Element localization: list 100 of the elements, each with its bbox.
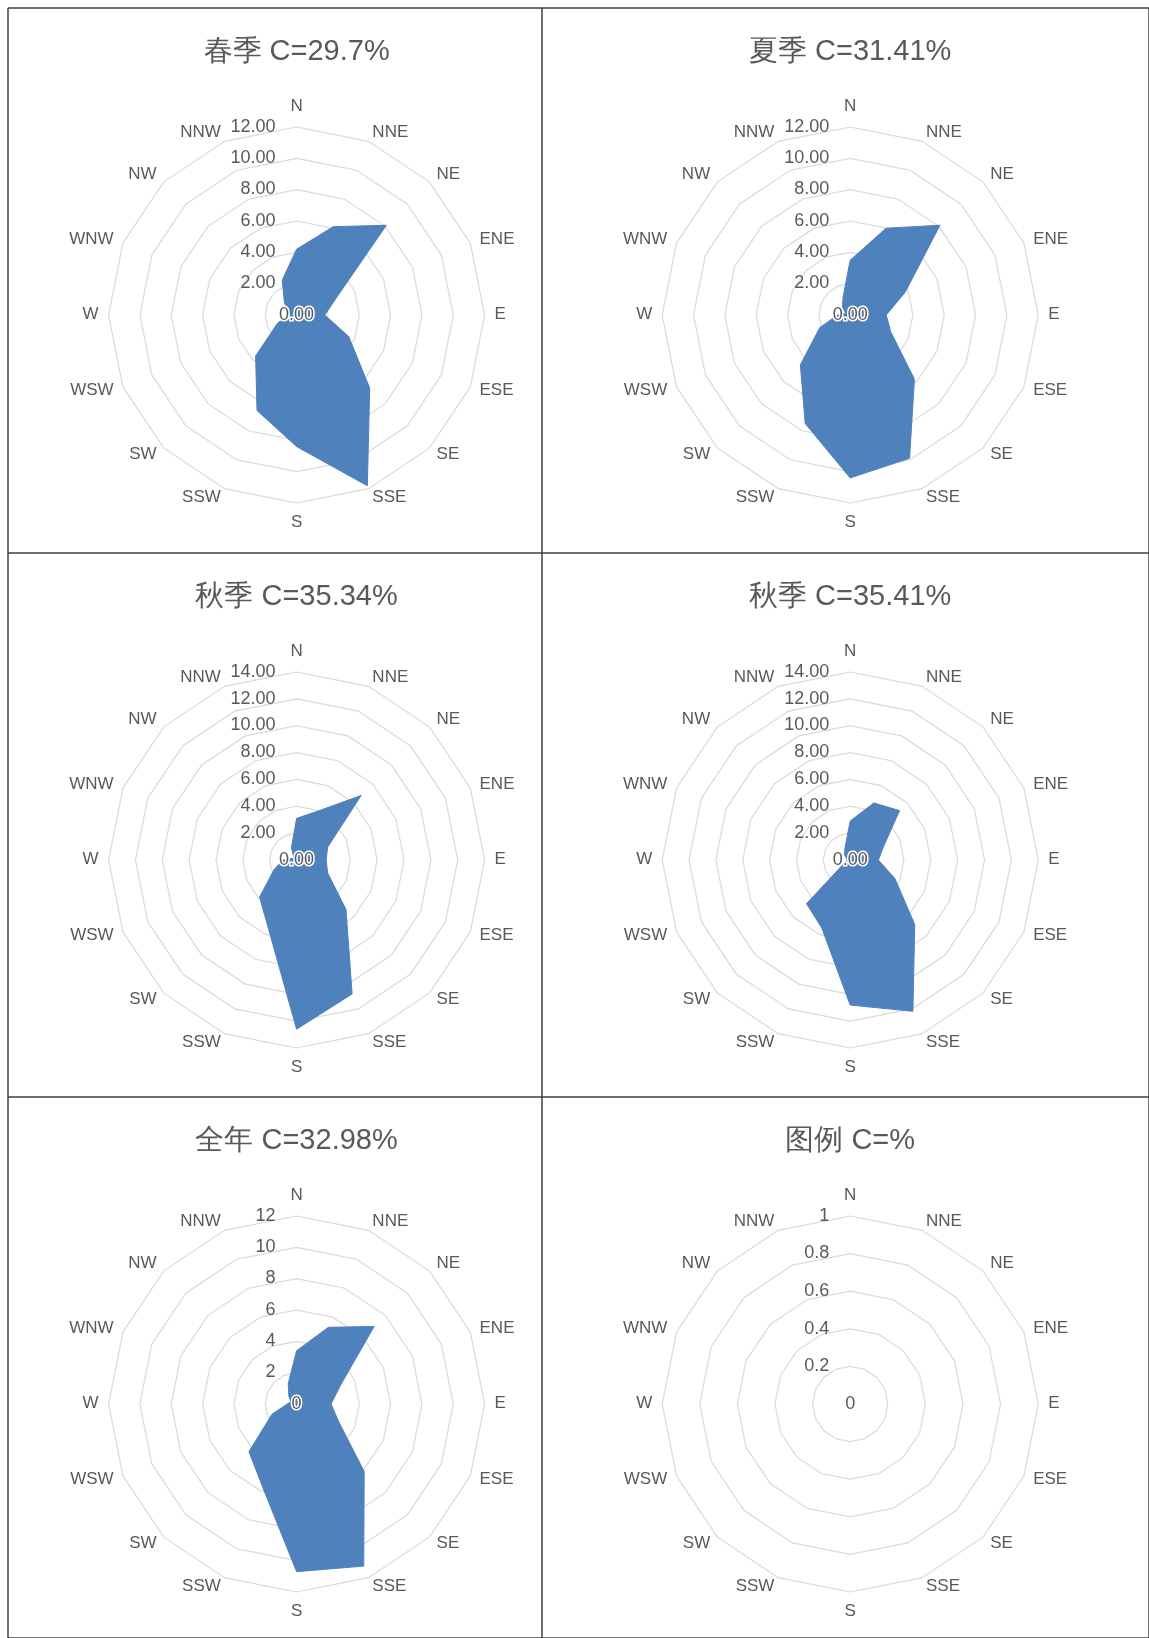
spoke-label: ENE (1033, 773, 1069, 793)
spoke-label: E (494, 304, 506, 324)
chart-title: 秋季 C=35.34% (195, 578, 398, 611)
spoke-label: SE (990, 444, 1013, 464)
spoke-label: NNW (733, 121, 775, 141)
spoke-label: N (844, 641, 857, 661)
spoke-label: W (82, 849, 99, 869)
chart-title: 夏季 C=31.41% (749, 33, 952, 66)
spoke-label: NNW (733, 1210, 775, 1230)
spoke-label: SW (129, 989, 157, 1009)
y-tick-label: 8.00 (794, 178, 830, 199)
spoke-label: S (844, 1601, 856, 1621)
spoke-label: WSW (70, 1469, 114, 1489)
spoke-label: W (636, 304, 653, 324)
spoke-label: WNW (622, 228, 668, 248)
spoke-label: NNW (733, 666, 775, 686)
spoke-label: WNW (69, 1317, 114, 1337)
y-tick-label: 12.00 (784, 687, 830, 708)
spoke-label: N (844, 1185, 857, 1205)
spoke-label: SSE (372, 487, 407, 507)
y-tick-label: 12 (255, 1204, 276, 1225)
spoke-label: NE (436, 709, 461, 729)
spoke-label: NNE (925, 1210, 962, 1230)
spoke-label: SE (990, 989, 1013, 1009)
y-tick-label: 8.00 (240, 741, 276, 762)
spoke-label: ENE (479, 773, 515, 793)
spoke-label: SSW (182, 487, 221, 507)
spoke-label: E (1048, 304, 1060, 324)
y-tick-label: 1 (819, 1204, 830, 1225)
spoke-label: W (636, 849, 653, 869)
y-tick-label: 4.00 (794, 241, 830, 262)
spoke-label: WNW (69, 228, 114, 248)
spoke-label: E (1048, 1393, 1060, 1413)
spoke-label: W (636, 1393, 653, 1413)
spoke-label: ESE (479, 1469, 514, 1489)
spoke-label: S (290, 512, 303, 532)
y-tick-label: 0.4 (804, 1317, 830, 1338)
y-tick-label: 10.00 (784, 147, 830, 168)
spoke-label: NW (128, 1253, 157, 1273)
spoke-label: SSW (735, 1032, 775, 1052)
spoke-label: NW (128, 164, 157, 184)
chart-title: 图例 C=% (785, 1122, 916, 1155)
spoke-label: N (290, 96, 303, 116)
spoke-label: WSW (70, 925, 114, 945)
spoke-label: SSW (735, 1576, 775, 1596)
y-tick-label: 6.00 (794, 768, 830, 789)
spoke-label: NW (681, 1253, 711, 1273)
spoke-label: ENE (479, 1317, 515, 1337)
y-tick-label: 0 (291, 1392, 302, 1413)
spoke-label: NNW (180, 121, 221, 141)
y-tick-label: 2.00 (794, 272, 830, 293)
spoke-label: SW (682, 1533, 711, 1553)
spoke-label: NNE (372, 1210, 409, 1230)
spoke-label: NW (681, 709, 711, 729)
spoke-label: SW (129, 1533, 157, 1553)
spoke-label: WNW (622, 773, 668, 793)
y-tick-label: 6.00 (794, 209, 830, 230)
spoke-label: NNE (372, 666, 409, 686)
y-tick-label: 6.00 (240, 209, 276, 230)
spoke-label: WSW (623, 1469, 668, 1489)
spoke-label: SSE (925, 1032, 960, 1052)
y-tick-label: 14.00 (230, 660, 276, 681)
spoke-label: S (290, 1601, 303, 1621)
spoke-label: SW (129, 444, 157, 464)
spoke-label: SSE (925, 1576, 960, 1596)
y-tick-label: 0 (845, 1392, 856, 1413)
spoke-label: E (1048, 849, 1060, 869)
spoke-label: W (82, 1393, 99, 1413)
spoke-label: S (290, 1057, 303, 1077)
spoke-label: SE (990, 1533, 1013, 1553)
spoke-label: E (494, 849, 506, 869)
chart-title: 秋季 C=35.41% (749, 578, 952, 611)
spoke-label: WNW (69, 773, 114, 793)
y-tick-label: 4.00 (240, 241, 276, 262)
spoke-label: NW (681, 164, 711, 184)
y-tick-label: 0.00 (279, 848, 315, 869)
y-tick-label: 12.00 (230, 115, 276, 136)
chart-title: 全年 C=32.98% (195, 1122, 398, 1155)
y-tick-label: 12.00 (784, 115, 830, 136)
y-tick-label: 6 (265, 1298, 276, 1319)
y-tick-label: 8.00 (240, 178, 276, 199)
spoke-label: NNE (925, 121, 962, 141)
y-tick-label: 6.00 (240, 768, 276, 789)
y-tick-label: 14.00 (784, 660, 830, 681)
spoke-label: SW (682, 989, 711, 1009)
spoke-label: NE (990, 709, 1014, 729)
spoke-label: W (82, 304, 99, 324)
spoke-label: ESE (1033, 925, 1068, 945)
y-tick-label: 4.00 (794, 795, 830, 816)
spoke-label: N (290, 641, 303, 661)
y-tick-label: 2 (265, 1361, 276, 1382)
spoke-label: WNW (622, 1317, 668, 1337)
spoke-label: NE (990, 1253, 1014, 1273)
y-tick-label: 2.00 (240, 272, 276, 293)
y-tick-label: 0.00 (832, 303, 868, 324)
spoke-label: ESE (479, 925, 514, 945)
spoke-label: N (290, 1185, 303, 1205)
spoke-label: SSE (372, 1576, 407, 1596)
spoke-label: S (844, 512, 856, 532)
y-tick-label: 0.8 (804, 1242, 830, 1263)
